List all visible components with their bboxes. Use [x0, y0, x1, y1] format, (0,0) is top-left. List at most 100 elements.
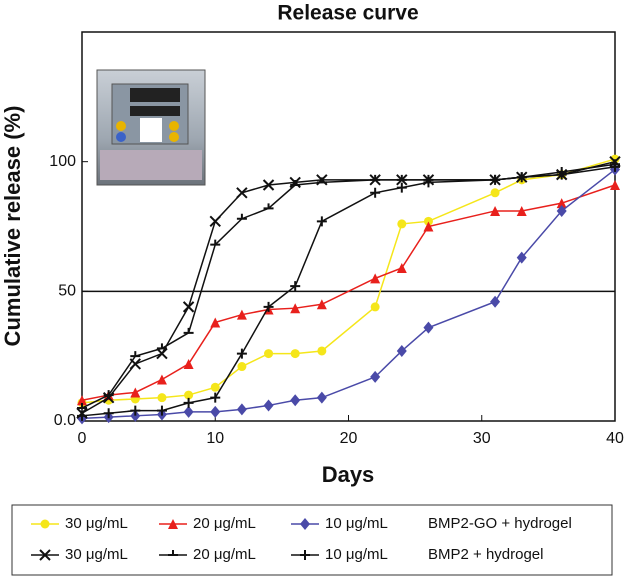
marker — [370, 187, 381, 198]
marker — [396, 174, 407, 181]
marker-shape — [490, 174, 501, 185]
marker — [236, 403, 247, 416]
marker — [490, 188, 500, 198]
marker — [316, 391, 327, 404]
marker-shape — [316, 299, 327, 310]
marker-shape — [423, 216, 433, 226]
marker — [130, 387, 141, 398]
marker-shape — [236, 309, 247, 320]
marker-shape — [516, 205, 527, 216]
marker-shape — [516, 251, 527, 264]
marker-shape — [130, 351, 141, 358]
legend-label: 20 μg/mL — [193, 515, 256, 532]
marker — [556, 204, 567, 217]
legend-box — [11, 504, 613, 576]
marker-shape — [300, 550, 310, 560]
marker-shape — [236, 403, 247, 416]
marker-shape — [490, 205, 501, 216]
marker-shape — [236, 348, 247, 359]
marker — [103, 390, 114, 397]
marker-shape — [556, 204, 567, 217]
x-axis-label: Days — [322, 462, 375, 487]
marker — [183, 397, 194, 408]
marker — [370, 174, 381, 181]
marker — [40, 519, 50, 529]
series-line — [81, 158, 616, 404]
marker-shape — [263, 203, 274, 210]
marker-shape — [210, 405, 221, 418]
marker — [556, 198, 567, 209]
marker — [183, 405, 194, 418]
marker-shape — [423, 177, 434, 188]
marker — [236, 348, 247, 359]
y-axis-label: Cumulative release (%) — [0, 106, 25, 347]
marker-shape — [370, 370, 381, 383]
marker-shape — [396, 344, 407, 357]
marker-shape — [370, 273, 381, 284]
marker-shape — [423, 321, 434, 334]
marker — [157, 393, 167, 403]
marker-shape — [103, 408, 114, 419]
marker — [290, 303, 301, 314]
marker-shape — [490, 188, 500, 198]
marker-shape — [370, 174, 381, 181]
marker — [396, 182, 407, 193]
marker — [210, 405, 221, 418]
marker — [516, 205, 527, 216]
legend-label: 30 μg/mL — [65, 546, 128, 563]
marker-shape — [290, 349, 300, 359]
marker-shape — [168, 519, 178, 529]
marker-shape — [183, 397, 194, 408]
marker-shape — [490, 295, 501, 308]
x-tick-label: 0 — [78, 430, 87, 447]
marker — [236, 187, 248, 199]
inset-photo — [96, 69, 206, 186]
y-tick-label: 100 — [49, 153, 76, 170]
marker-shape — [263, 301, 274, 312]
marker — [610, 154, 620, 164]
marker — [290, 281, 301, 292]
marker-shape — [39, 549, 51, 561]
marker — [370, 302, 380, 312]
marker-shape — [168, 550, 178, 556]
marker — [423, 221, 434, 232]
marker — [370, 370, 381, 383]
marker — [184, 390, 194, 400]
marker — [317, 346, 327, 356]
marker — [423, 321, 434, 334]
marker-shape — [210, 392, 221, 403]
marker-shape — [210, 382, 220, 392]
marker — [156, 347, 168, 360]
marker-shape — [423, 221, 434, 232]
marker — [182, 301, 195, 313]
marker — [300, 518, 310, 530]
marker — [300, 550, 310, 560]
marker-shape — [130, 405, 141, 416]
legend-item: 30 μg/mL — [31, 515, 128, 532]
marker — [130, 351, 141, 358]
legend-item: 20 μg/mL — [159, 515, 256, 532]
marker — [156, 405, 167, 416]
marker — [77, 403, 87, 410]
marker — [610, 161, 620, 172]
marker-shape — [156, 405, 167, 416]
x-tick-label: 40 — [606, 430, 624, 447]
legend-item: 10 μg/mL — [291, 546, 388, 563]
marker — [209, 215, 221, 228]
x-tick-label: 10 — [206, 430, 224, 447]
marker — [262, 179, 275, 191]
legend-item: 20 μg/mL — [159, 546, 256, 563]
marker-shape — [130, 387, 141, 398]
marker — [210, 317, 221, 328]
marker — [290, 394, 301, 407]
marker-shape — [610, 161, 620, 172]
marker — [396, 262, 407, 273]
marker — [130, 405, 141, 416]
marker-shape — [556, 169, 567, 180]
marker — [236, 213, 247, 220]
marker — [490, 174, 501, 185]
marker-shape — [156, 374, 167, 385]
marker — [168, 519, 178, 529]
marker-shape — [556, 198, 567, 209]
marker-shape — [103, 390, 114, 397]
